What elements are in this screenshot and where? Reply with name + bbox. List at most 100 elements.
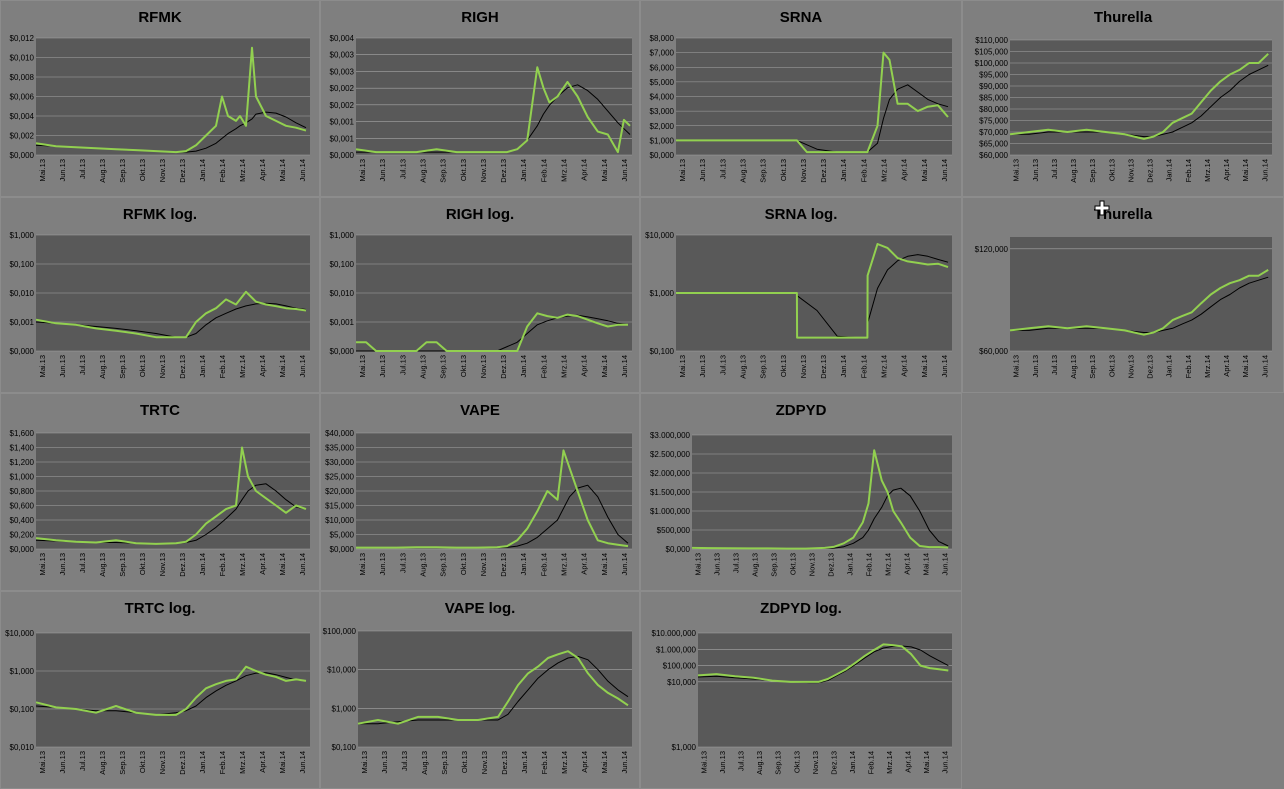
- chart-title: VAPE: [460, 402, 500, 419]
- y-tick-label: $500,000: [657, 526, 691, 535]
- x-tick-label: Dez.13: [178, 159, 187, 183]
- x-tick-label: Mrz.14: [560, 355, 569, 378]
- x-tick-label: Mrz.14: [885, 751, 894, 774]
- panel-border: [320, 197, 640, 393]
- y-tick-label: $1,000: [650, 289, 675, 298]
- x-tick-label: Okt.13: [138, 553, 147, 575]
- x-tick-label: Jul.13: [398, 553, 407, 573]
- y-tick-label: $120,000: [975, 245, 1009, 254]
- x-tick-label: Aug.13: [98, 355, 107, 379]
- chart-svg: VAPE log. $0,100 $1,000 $10,000 $100,000 Mai.…: [320, 591, 640, 789]
- y-tick-label: $0,001: [330, 118, 355, 127]
- x-tick-label: Jan.14: [839, 355, 848, 378]
- x-tick-label: Nov.13: [479, 553, 488, 576]
- x-tick-label: Jun.13: [1031, 159, 1040, 182]
- y-tick-label: $1.500,000: [650, 488, 691, 497]
- x-tick-label: Mai.13: [38, 355, 47, 378]
- x-tick-label: Mai.14: [920, 159, 929, 182]
- x-tick-label: Jul.13: [1050, 159, 1059, 179]
- x-tick-label: Aug.13: [755, 751, 764, 775]
- x-tick-label: Mrz.14: [1203, 355, 1212, 378]
- series-line-price: [676, 243, 949, 339]
- series-line-price: [697, 643, 949, 683]
- y-tick-label: $0,012: [10, 34, 35, 43]
- y-tick-label: $0,008: [10, 73, 35, 82]
- y-tick-label: $0,001: [10, 318, 35, 327]
- x-tick-label: Mai.13: [1012, 355, 1021, 378]
- chart-title: SRNA log.: [765, 206, 838, 223]
- x-tick-label: Okt.13: [459, 553, 468, 575]
- y-tick-label: $10,000: [667, 678, 696, 687]
- x-tick-label: Feb.14: [859, 159, 868, 182]
- x-tick-label: Dez.13: [819, 159, 828, 183]
- chart-panel-srna: SRNA $0,000 $1,000 $2,000 $3,000 $4,000 $5,000…: [640, 0, 962, 197]
- x-tick-label: Dez.13: [178, 355, 187, 379]
- y-tick-label: $110,000: [975, 36, 1008, 45]
- x-tick-label: Feb.14: [539, 553, 548, 576]
- x-tick-label: Jun.14: [620, 751, 629, 774]
- x-tick-label: Jan.14: [519, 355, 528, 378]
- series-line-price: [691, 449, 949, 550]
- x-tick-label: Aug.13: [1069, 355, 1078, 379]
- x-tick-label: Jun.13: [378, 355, 387, 378]
- chart-title: TRTC log.: [125, 600, 196, 617]
- x-tick-label: Jun.14: [298, 355, 307, 378]
- x-tick-label: Nov.13: [811, 751, 820, 774]
- plot-area: [698, 633, 952, 747]
- chart-title: TRTC: [140, 402, 180, 419]
- x-tick-label: Jun.14: [298, 751, 307, 774]
- series-line-price: [35, 290, 307, 339]
- x-tick-label: Dez.13: [500, 751, 509, 775]
- chart-panel-zdpyd: ZDPYD $0,000 $500,000 $1.000,000 $1.500,000 $…: [640, 393, 962, 591]
- x-tick-label: Mai.14: [600, 553, 609, 576]
- chart-title: ZDPYD log.: [760, 600, 842, 617]
- x-tick-label: Nov.13: [480, 751, 489, 774]
- x-tick-label: Feb.14: [1184, 355, 1193, 378]
- x-tick-label: Mai.14: [1241, 159, 1250, 182]
- y-tick-label: $10,000: [5, 629, 34, 638]
- x-tick-label: Feb.14: [539, 159, 548, 182]
- y-tick-label: $80,000: [979, 105, 1008, 114]
- x-tick-label: Sep.13: [774, 751, 783, 775]
- y-tick-label: $65,000: [979, 140, 1008, 149]
- chart-panel-thurella-log: Thurella $60,000 $120,000 Mai.13 Jun.13 Jul.1…: [962, 197, 1284, 393]
- x-tick-label: Dez.13: [178, 553, 187, 577]
- y-tick-label: $0,010: [10, 289, 35, 298]
- crosshair-cursor-icon: [1094, 200, 1110, 216]
- x-tick-label: Mai.13: [678, 159, 687, 182]
- x-tick-label: Sep.13: [118, 751, 127, 775]
- series-line-price: [1009, 53, 1269, 140]
- y-tick-label: $1,400: [10, 444, 35, 453]
- chart-panel-srna-log: SRNA log. $0,100 $1,000 $10,000 Mai.13 Jun.13…: [640, 197, 962, 393]
- chart-svg: SRNA $0,000 $1,000 $2,000 $3,000 $4,000 $5,000…: [640, 0, 962, 197]
- x-tick-label: Jun.13: [1031, 355, 1040, 378]
- y-tick-label: $10.000,000: [652, 629, 697, 638]
- y-tick-label: $2,000: [650, 122, 675, 131]
- y-tick-label: $1,600: [10, 429, 35, 438]
- y-tick-label: $3.000,000: [650, 431, 691, 440]
- x-tick-label: Mai.14: [600, 355, 609, 378]
- chart-panel-rfmk: RFMK $0,000 $0,002 $0,004 $0,006 $0,008 $0,010…: [0, 0, 320, 197]
- y-tick-label: $2.500,000: [650, 450, 691, 459]
- chart-panel-righ: RIGH $0,000 $0,001 $0,001 $0,002 $0,002 $0,003…: [320, 0, 640, 197]
- x-tick-label: Apr.14: [904, 751, 913, 773]
- plot-area: [36, 633, 310, 747]
- x-tick-label: Jun.14: [620, 355, 629, 378]
- x-tick-label: Jan.14: [520, 751, 529, 774]
- x-tick-label: Feb.14: [540, 751, 549, 774]
- chart-panel-trtc-log: TRTC log. $0,010 $0,100 $1,000 $10,000 Mai.13…: [0, 591, 320, 789]
- x-tick-label: Apr.14: [580, 355, 589, 377]
- x-tick-label: Jun.14: [940, 355, 949, 378]
- x-tick-label: Jan.14: [519, 553, 528, 576]
- x-tick-label: Nov.13: [479, 355, 488, 378]
- x-tick-label: Sep.13: [439, 553, 448, 577]
- y-tick-label: $0,000: [650, 151, 675, 160]
- series-line-price: [1009, 269, 1269, 336]
- y-tick-label: $100,000: [323, 627, 357, 636]
- chart-svg: TRTC log. $0,010 $0,100 $1,000 $10,000 Mai.13…: [0, 591, 320, 789]
- y-tick-label: $1,000: [650, 136, 675, 145]
- x-tick-label: Nov.13: [808, 553, 817, 576]
- y-tick-label: $35,000: [325, 444, 354, 453]
- x-tick-label: Jun.14: [940, 553, 949, 576]
